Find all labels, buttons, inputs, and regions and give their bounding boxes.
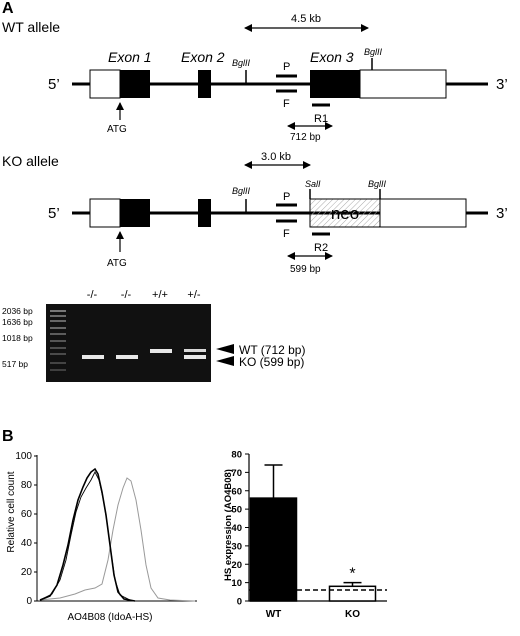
wt-utr5-box [89, 69, 121, 99]
wt-primer-p-label: P [283, 61, 290, 73]
bar-chart-ytick-label: 10 [231, 578, 242, 589]
gel-band-lane4-ko [184, 355, 206, 359]
gel-band-lane1-ko [82, 355, 104, 359]
wt-exon1-box [120, 70, 150, 98]
bar-chart-plot: WT KO * [248, 454, 387, 620]
wt-exon3-box [310, 70, 360, 98]
ko-primer-r-label: R2 [314, 242, 328, 254]
wt-3prime: 3’ [496, 76, 508, 93]
ko-utr5-box [89, 198, 121, 228]
ko-allele-title: KO allele [2, 153, 59, 169]
gel-lane-1-label: -/- [87, 289, 98, 301]
histogram-ytick-0: 0 [26, 596, 32, 607]
ko-3prime: 3’ [496, 205, 508, 222]
gel-band-lane2-ko [116, 355, 138, 359]
ko-5prime: 5’ [48, 205, 60, 222]
wt-bgl-left-label: BglII [232, 58, 251, 68]
gel-image [46, 304, 211, 382]
bar-chart-yticks: 0 10 20 30 40 50 60 70 80 [231, 450, 249, 608]
wt-distance-label: 4.5 kb [291, 13, 321, 25]
ladder-517-label: 517 bp [2, 359, 28, 369]
ko-band-label: KO (599 bp) [239, 355, 304, 369]
bar-chart-ytick-label: 60 [231, 486, 242, 497]
bar-chart-ylabel: HS expression (AO4B08) [223, 469, 234, 581]
significance-asterisk: * [349, 566, 355, 583]
ko-primer-f-label: F [283, 228, 290, 240]
ko-primer-p-label: P [283, 191, 290, 203]
wt-atg-label: ATG [107, 124, 127, 135]
wt-bgl-right-label: BglII [364, 47, 383, 57]
histogram-ytick-40: 40 [21, 538, 33, 549]
bar-chart-ytick-label: 40 [231, 523, 242, 534]
bar-chart-ytick-label: 30 [231, 541, 242, 552]
bar-chart-ytick-label: 50 [231, 505, 242, 516]
bar-ko [328, 585, 377, 602]
gel-band-lane3-wt [150, 349, 172, 353]
wt-band-pointer [216, 344, 234, 354]
bar-chart-ytick-label: 20 [231, 560, 242, 571]
ko-bgl-right-label: BglII [368, 179, 387, 189]
wt-primer-r-label: R1 [314, 113, 328, 125]
histogram-curve-control [39, 477, 196, 602]
panel-a-label: A [2, 0, 14, 17]
wt-allele-title: WT allele [2, 19, 60, 35]
ladder-1018-label: 1018 bp [2, 333, 33, 343]
ko-bgl-left-label: BglII [232, 186, 251, 196]
histogram-curve-wt [39, 467, 136, 602]
gel-lane-4-label: +/- [187, 289, 200, 301]
bar-label-ko: KO [345, 609, 360, 620]
wt-exon2-label: Exon 2 [181, 49, 225, 65]
gel-lane-3-label: +/+ [152, 289, 168, 301]
wt-primer-f-label: F [283, 98, 290, 110]
ko-neo-label: neo [331, 204, 359, 223]
ladder-2036-label: 2036 bp [2, 306, 33, 316]
histogram-ytick-80: 80 [21, 480, 33, 491]
bar-wt [249, 497, 298, 602]
ko-distance-label: 3.0 kb [261, 151, 291, 163]
bar-chart-ytick-label: 0 [237, 597, 242, 608]
bar-chart-ytick-label: 70 [231, 468, 242, 479]
bar-chart-ytick-label: 80 [231, 450, 242, 461]
gel-band-lane4-wt [184, 349, 206, 352]
histogram-xlabel: AO4B08 (IdoA-HS) [67, 612, 152, 623]
histogram-ytick-60: 60 [21, 509, 33, 520]
ko-sal-label: SalI [305, 179, 321, 189]
ko-band-pointer [216, 356, 234, 366]
ko-exon1-box [120, 199, 150, 227]
histogram-ytick-100: 100 [15, 451, 32, 462]
wt-exon3-label: Exon 3 [310, 49, 354, 65]
wt-exon2-box [198, 70, 211, 98]
histogram-ytick-20: 20 [21, 567, 33, 578]
ko-exon2-box [198, 199, 211, 227]
wt-product-label: 712 bp [290, 132, 321, 143]
bar-label-wt: WT [266, 609, 282, 620]
histogram-curve-ko [39, 470, 131, 601]
wt-5prime: 5’ [48, 76, 60, 93]
ko-utr3-box [379, 198, 467, 228]
ko-neo-cassette [309, 198, 381, 228]
histogram-axes [34, 455, 197, 602]
ladder-1636-label: 1636 bp [2, 317, 33, 327]
gel-lane-2-label: -/- [121, 289, 132, 301]
ko-atg-label: ATG [107, 258, 127, 269]
panel-b-label: B [2, 428, 14, 445]
ko-product-label: 599 bp [290, 264, 321, 275]
wt-utr3-box [359, 69, 447, 99]
histogram-ylabel: Relative cell count [6, 471, 17, 552]
wt-exon1-label: Exon 1 [108, 49, 152, 65]
wt-band-label: WT (712 bp) [239, 343, 305, 357]
